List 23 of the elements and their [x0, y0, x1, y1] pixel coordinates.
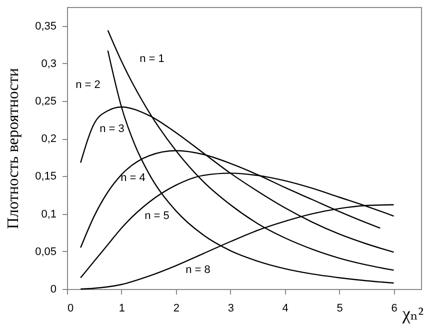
y-tick-label: 0,2 [41, 133, 56, 146]
y-tick-label: 0,1 [41, 208, 56, 220]
y-tick-label: 0,35 [35, 20, 56, 32]
y-tick-label: 0,25 [35, 96, 56, 108]
series-label: n = 8 [186, 264, 210, 276]
series-label: n = 2 [76, 79, 100, 91]
x-tick-label: 5 [336, 302, 343, 314]
x-tick-label: 3 [228, 302, 234, 314]
y-tick-label: 0,3 [41, 58, 56, 70]
x-tick-label: 0 [68, 302, 74, 314]
y-tick-label: 0 [50, 284, 56, 296]
series-label: n = 4 [120, 172, 146, 184]
y-tick-label: 0,15 [35, 170, 56, 183]
series-label: n = 1 [140, 53, 164, 65]
y-axis-title: Плотность вероятности [5, 68, 22, 229]
x-tick-label: 6 [391, 302, 398, 314]
series-label: n = 3 [100, 123, 124, 135]
x-axis-title: χₙ² [401, 304, 424, 324]
x-tick-label: 2 [173, 302, 180, 314]
x-tick-label: 4 [282, 302, 288, 314]
series-label: n = 5 [144, 210, 170, 222]
x-tick-label: 1 [118, 302, 126, 314]
y-tick-label: 0,05 [35, 246, 56, 258]
